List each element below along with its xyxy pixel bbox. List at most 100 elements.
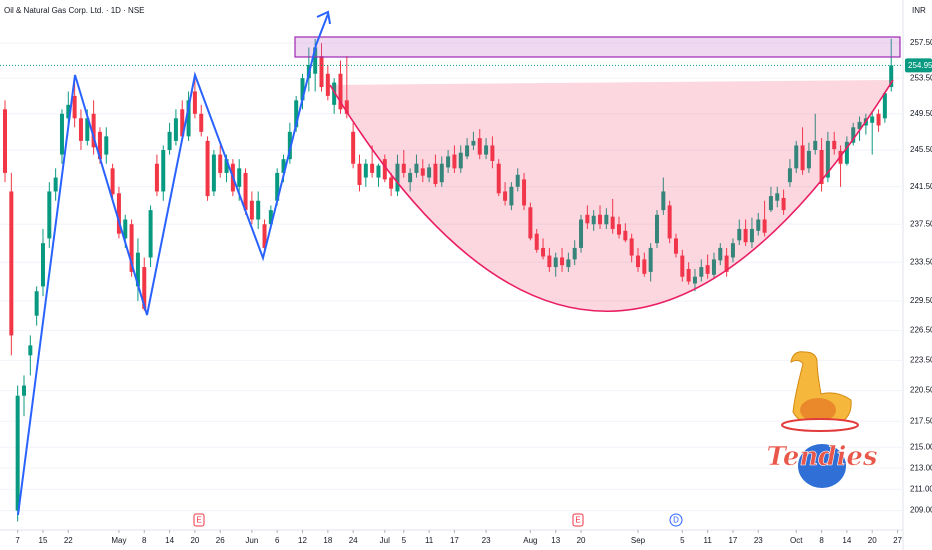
candle-body [427,167,432,178]
candle-body [395,163,400,192]
candle-body [281,159,286,173]
logo-plate [781,418,859,432]
candle-body [851,127,856,143]
x-tick-label: 15 [39,536,48,545]
candle-body [756,219,761,231]
y-tick-label: 223.50 [910,355,932,364]
candle-body [34,291,39,316]
candle-body [585,214,590,224]
candle-body [528,207,533,239]
candle-body [243,172,248,211]
candle-body [522,179,527,206]
y-tick-label: 233.50 [910,257,932,266]
candle-body [825,140,830,178]
candle-body [332,82,337,105]
logo-oval [798,444,846,488]
candle-body [768,196,773,211]
candle-body [484,145,489,155]
candle-body [579,219,584,248]
candle-body [598,214,603,225]
candle-body [553,257,558,268]
x-tick-label: 14 [842,536,851,545]
candle-body [870,116,875,123]
x-tick-label: 5 [402,536,407,545]
candle-body [781,197,786,211]
candle-body [604,214,609,225]
candle-body [154,163,159,192]
candle-body [287,131,292,160]
candle-body [142,267,147,309]
x-tick-label: 27 [893,536,902,545]
candle-body [591,215,596,225]
x-tick-label: 24 [349,536,358,545]
candle-body [370,163,375,173]
candle-body [857,121,862,130]
candle-body [775,193,780,201]
cup-fill [330,80,893,312]
event-marker [193,513,205,527]
candle-body [572,247,577,260]
candle-body [819,150,824,185]
x-tick-label: 7 [15,536,20,545]
x-tick-label: 20 [868,536,877,545]
candle-body [610,216,615,229]
candle-body [806,150,811,169]
x-tick-label: 13 [551,536,560,545]
last-price-label: 254.95 [908,61,932,70]
candle-body [186,100,191,137]
candle-body [338,73,343,110]
event-label: D [673,516,679,525]
y-tick-label: 229.50 [910,296,932,305]
candle-body [351,131,356,164]
y-tick-label: 253.50 [910,73,932,82]
x-tick-label: 11 [425,536,434,545]
candle-body [237,168,242,187]
candle-body [218,154,223,173]
candle-body [28,345,33,356]
candle-body [566,259,571,268]
y-tick-label: 237.50 [910,219,932,228]
candle-body [268,210,273,225]
candle-body [161,150,166,192]
candle-body [547,255,552,268]
candle-body [844,141,849,164]
y-tick-label: 249.50 [910,109,932,118]
candle-body [667,205,672,239]
candle-body [686,269,691,282]
x-tick-label: Jun [245,536,258,545]
candle-body [876,113,881,126]
candle-body [40,243,45,287]
logo: Tendies [766,351,878,488]
candle-body [59,113,64,155]
candle-body [730,243,735,258]
candle-body [78,118,83,141]
x-tick-label: Oct [790,536,803,545]
candle-body [116,193,121,234]
x-tick-label: 6 [275,536,280,545]
x-tick-label: 5 [680,536,685,545]
currency-label: INR [912,6,926,15]
candle-body [711,259,716,275]
candle-body [661,191,666,211]
candle-body [15,395,20,511]
candle-body [534,233,539,250]
candle-body [465,145,470,157]
x-tick-label: 11 [703,536,712,545]
candle-body [420,168,425,176]
candle-body [503,191,508,201]
x-tick-label: 20 [190,536,199,545]
candle-body [452,154,457,169]
candle-body [173,118,178,141]
y-tick-label: 213.00 [910,463,932,472]
candle-body [325,73,330,96]
candle-body [743,228,748,243]
candle-body [541,247,546,257]
candle-body [294,100,299,128]
candle-body [72,95,77,119]
candle-body [104,136,109,155]
event-label: E [575,516,580,525]
candle-body [205,140,210,197]
candle-body [97,131,102,160]
logo-text: Tendies [766,442,877,472]
candle-body [832,140,837,150]
